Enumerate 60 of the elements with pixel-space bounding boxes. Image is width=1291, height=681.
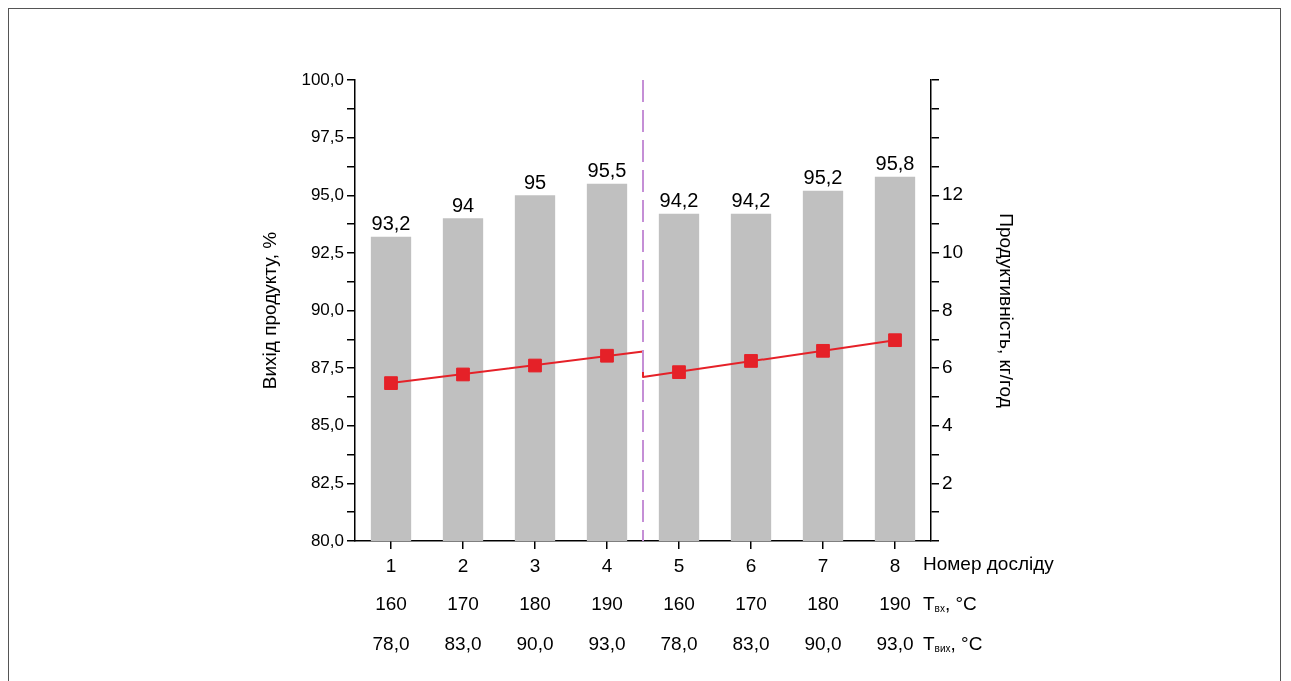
x-tick-label: 4 [601,554,613,576]
text: 90,0 [804,633,842,655]
point [744,354,758,368]
x-tick-label: 7 [817,554,829,576]
y-tick-label: 90,0 [310,300,344,320]
text: 78,0 [660,633,698,655]
text: 83,0 [732,633,770,655]
y2-tick-label: 2 [942,471,953,493]
x-tick-label: 1 [385,554,397,576]
y-tick-label: 92,5 [310,242,344,262]
y-tick-label: 82,5 [310,473,344,493]
point [528,358,542,373]
point [816,343,830,358]
text: Tвх, °C [923,593,977,615]
text: 180 [519,593,551,615]
y-tick-label: 85,0 [310,415,344,435]
y-tick-label: 87,5 [310,357,344,377]
x-tick-label: 5 [673,554,685,576]
y2-tick-label: 4 [942,413,953,435]
y-tick-label: 95,0 [310,184,344,204]
data-label: 93,2 [371,212,411,235]
y-tick-label: 100,0 [301,69,344,89]
text: 78,0 [372,633,410,655]
x-axis-title: Номер досліду [923,553,1055,575]
point [384,376,398,390]
text: 170 [735,593,767,615]
text: Tвих, °C [923,633,983,655]
point [672,365,686,380]
data-label: 95,8 [875,152,915,175]
text: 170 [447,593,479,615]
x-tick-label: 8 [889,554,901,576]
y2-tick-label: 6 [942,356,953,378]
y2-tick-label: 10 [942,241,964,263]
y-tick-label: 97,5 [310,127,344,147]
text: 93,0 [588,633,626,655]
data-label: 94 [451,193,475,216]
text: 83,0 [444,633,482,655]
data-label: 95,2 [803,166,843,189]
text: 160 [375,593,407,615]
text: 93,0 [876,633,914,655]
point [888,333,902,348]
text: 160 [663,593,695,615]
data-label: 95 [523,170,547,193]
text: 190 [591,593,623,615]
text: 190 [879,593,911,615]
x-tick-label: 6 [745,554,757,576]
text: 180 [807,593,839,615]
data-label: 95,5 [587,159,627,182]
y-axis-title: Вихід продукту, % [258,231,280,390]
y-tick-label: 80,0 [310,530,344,550]
point [600,348,614,363]
x-tick-label: 3 [529,554,541,576]
y2-tick-label: 12 [942,183,964,205]
text: 90,0 [516,633,554,655]
data-label: 94,2 [659,189,699,212]
y2-axis-title: Продуктивність, кг/год [996,213,1018,408]
data-label: 94,2 [731,189,771,212]
y2-tick-label: 8 [942,298,953,320]
x-tick-label: 2 [457,554,469,576]
point [456,367,470,382]
